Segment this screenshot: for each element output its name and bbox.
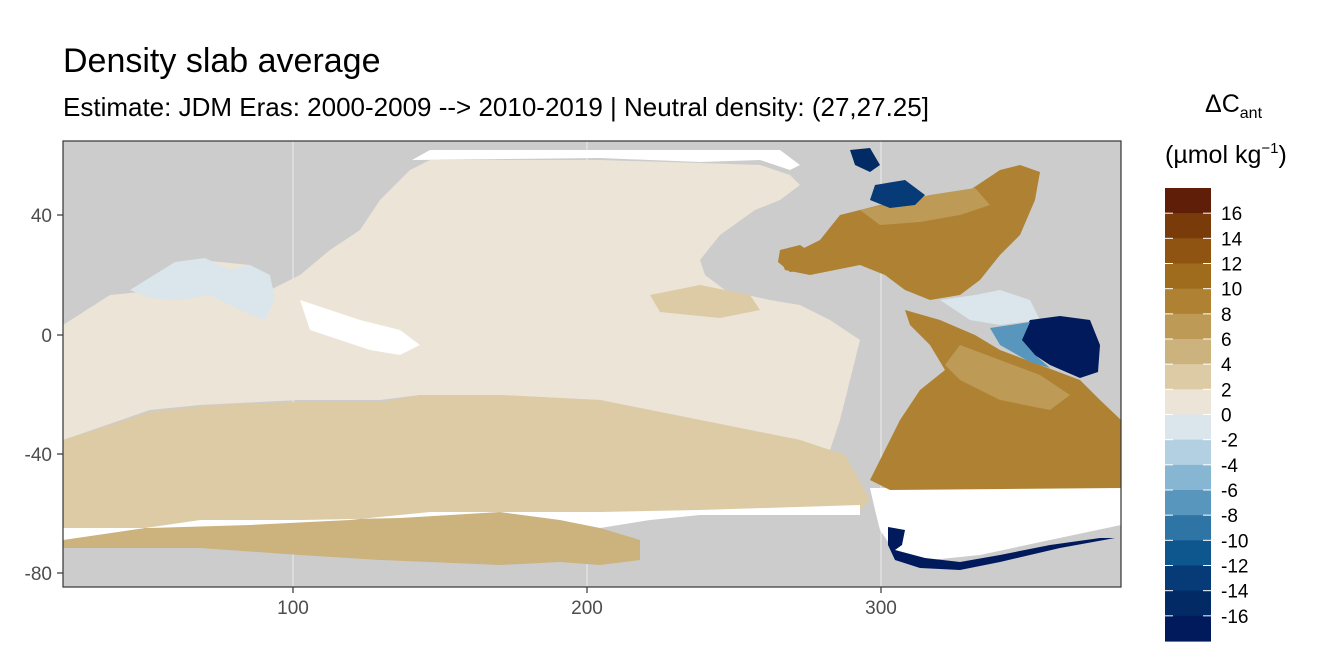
legend-label: -8: [1221, 506, 1238, 527]
legend-swatch: [1165, 263, 1211, 290]
region-labrador-sea: [870, 180, 925, 208]
legend-swatch: [1165, 188, 1211, 214]
region-southern-band: [63, 395, 870, 528]
legend-label: 14: [1221, 229, 1243, 250]
legend-swatch: [1165, 213, 1211, 239]
region-arabian-sea: [130, 258, 275, 320]
legend-swatch: [1165, 540, 1211, 567]
x-tick-label-100: 100: [277, 598, 309, 619]
legend-label: 12: [1221, 255, 1242, 276]
legend-swatch: [1165, 238, 1211, 265]
region-tropical-east-atlantic-edge: [990, 322, 1050, 368]
legend-swatch: [1165, 389, 1211, 416]
legend-label: -16: [1221, 607, 1248, 628]
y-axis: [57, 214, 63, 574]
legend-swatch: [1165, 515, 1211, 541]
region-east-pacific: [650, 285, 760, 318]
region-pacific-indian: [63, 160, 860, 450]
y-tick-label-minus40: -40: [25, 445, 52, 466]
region-south-atlantic-mid: [945, 345, 1070, 410]
region-equatorial-light: [940, 290, 1040, 325]
legend-title: ΔCant: [1205, 90, 1263, 122]
legend-label: -12: [1221, 557, 1248, 578]
region-caribbean: [778, 245, 815, 272]
legend-swatch: [1165, 339, 1211, 365]
legend-label: -6: [1221, 481, 1238, 502]
ocean-field: [63, 141, 1121, 587]
chart-subtitle: Estimate: JDM Eras: 2000-2009 --> 2010-2…: [63, 92, 929, 122]
region-nodata-weddell: [870, 488, 1121, 560]
legend-swatch: [1165, 565, 1211, 592]
x-tick-label-200: 200: [571, 598, 603, 619]
legend-colorbar: [1165, 188, 1211, 642]
legend-swatch: [1165, 590, 1211, 617]
legend-swatch: [1165, 615, 1211, 642]
legend-label: 2: [1221, 380, 1232, 401]
legend-swatch: [1165, 464, 1211, 491]
legend-label: -4: [1221, 456, 1238, 477]
legend-label: 10: [1221, 280, 1242, 301]
x-axis: [292, 587, 882, 593]
legend-label: 6: [1221, 330, 1232, 351]
legend-swatch: [1165, 490, 1211, 516]
legend-label: 8: [1221, 305, 1232, 326]
legend-label: -14: [1221, 582, 1249, 603]
y-tick-label-minus80: -80: [25, 564, 52, 585]
legend-swatch: [1165, 364, 1211, 390]
region-nodata-arctic: [412, 150, 800, 170]
y-tick-label-40: 40: [31, 206, 52, 227]
legend-label: -2: [1221, 431, 1238, 452]
panel-border: [62, 140, 1122, 588]
legend-swatch: [1165, 414, 1211, 441]
region-south-atlantic: [870, 310, 1121, 490]
legend-swatch: [1165, 313, 1211, 340]
legend-label: 4: [1221, 355, 1232, 376]
y-tick-label-0: 0: [41, 326, 52, 347]
legend-unit: (µmol kg−1): [1165, 140, 1287, 169]
legend-swatch: [1165, 439, 1211, 466]
region-nodata-south: [63, 505, 860, 540]
legend-label: 0: [1221, 406, 1232, 427]
region-north-atlantic-upper: [860, 188, 990, 225]
region-tropical-east-atlantic: [1020, 316, 1100, 378]
legend-swatch: [1165, 288, 1211, 315]
region-greenland-strait: [850, 148, 880, 172]
legend: ΔCant (µmol kg−1) 16 14 12 10 8 6 4 2 0 -2 -4 -6 -8 -…: [1165, 90, 1287, 642]
legend-label: -10: [1221, 531, 1248, 552]
region-nodata-indonesia: [300, 300, 420, 355]
region-weddell-sea: [888, 527, 1115, 570]
legend-labels: 16 14 12 10 8 6 4 2 0 -2 -4 -6 -8 -10 -12 -14 -16: [1221, 204, 1249, 628]
legend-label: 16: [1221, 204, 1242, 225]
x-tick-label-300: 300: [865, 598, 897, 619]
chart-title: Density slab average: [63, 42, 381, 80]
